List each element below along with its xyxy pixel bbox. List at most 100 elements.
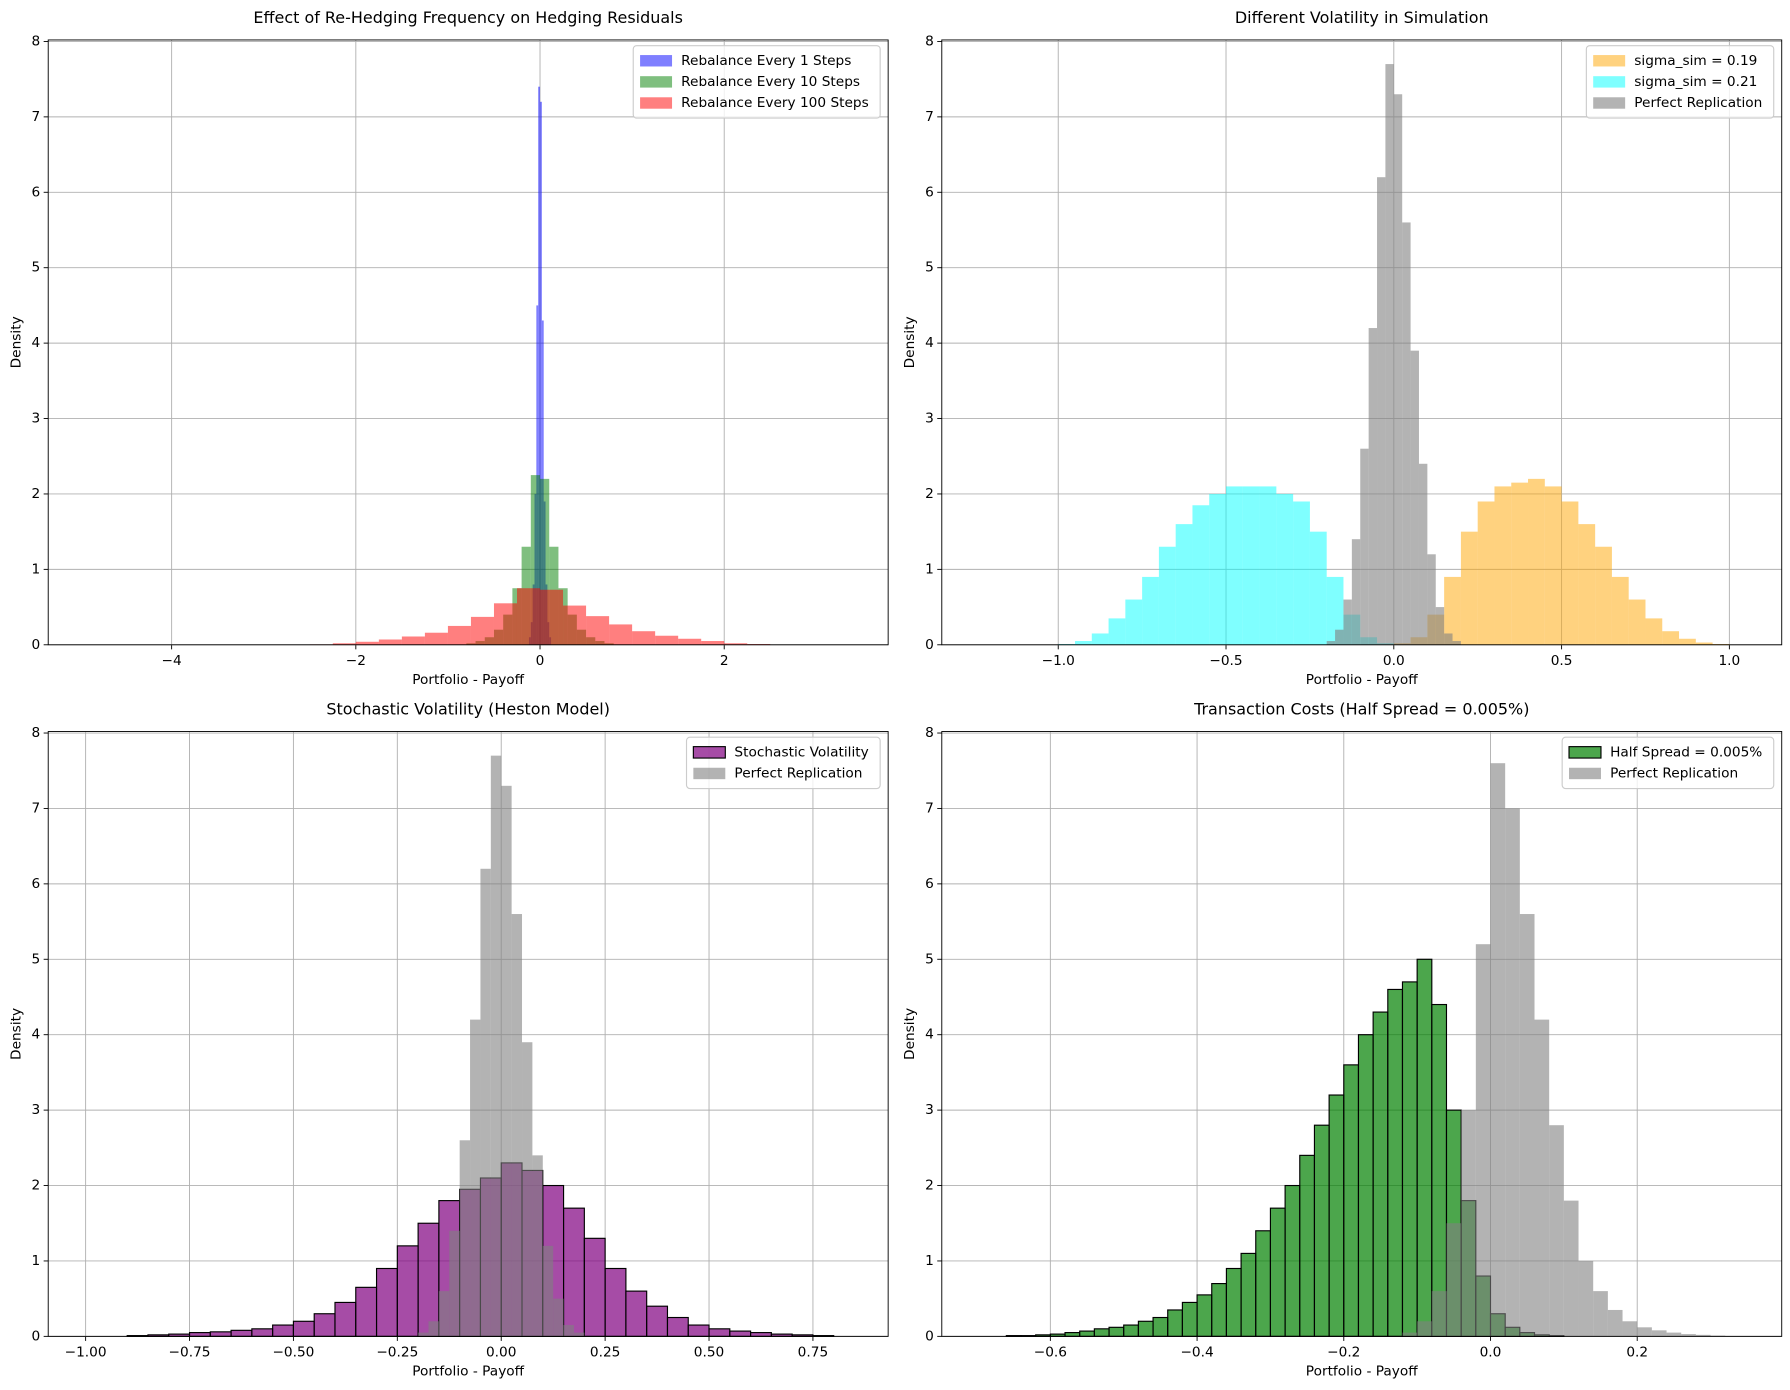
y-tick-label: 3 [32,411,41,427]
y-tick-label: 5 [925,260,934,276]
subplot: −0.6 −0.4 −0.2 0.0 0.2 0 1 2 3 4 5 6 7 8 Transaction C… [902,699,1783,1380]
bar [1360,448,1369,645]
bar [511,914,523,1337]
bar [1490,763,1506,1337]
legend-box [685,736,881,790]
bar [724,643,748,645]
bar [1326,576,1344,645]
y-tick-label: 8 [32,33,41,49]
bar [1064,1332,1081,1337]
bar [313,1313,336,1337]
bar [1460,531,1478,645]
bar [1695,1334,1711,1337]
subplot: −4 −2 0 2 0 1 2 3 4 5 6 7 8 Effect of Re-Hedging Freq… [8,8,889,688]
bar [655,635,679,645]
bar [1284,1184,1301,1337]
bar [542,1245,554,1337]
x-tick-label: −0.5 [1209,653,1242,669]
y-tick-label: 0 [32,637,41,653]
bar [1192,505,1210,645]
bar [1431,1003,1448,1337]
x-tick-label: −0.50 [272,1344,314,1360]
bar [1123,1324,1139,1337]
y-tick-label: 1 [32,561,41,577]
bar [1534,1019,1550,1337]
y-tick-label: 3 [32,1102,41,1118]
bar [1494,486,1512,645]
bar [1108,1326,1125,1337]
y-tick-label: 7 [925,109,934,125]
bar [1167,1309,1183,1337]
legend-box [1561,736,1775,790]
bar [1544,486,1562,645]
y-tick-label: 4 [925,1027,934,1043]
bar [1679,638,1696,645]
bar [1385,64,1394,645]
x-tick-label: 1.0 [1718,653,1740,669]
y-tick-label: 6 [32,184,41,200]
chart-title: Transaction Costs (Half Spread = 0.005%) [1193,699,1529,718]
x-tick-label: −4 [162,653,182,669]
bar [586,616,610,645]
bar [1226,486,1243,645]
y-tick-label: 4 [32,1027,41,1043]
bar [428,1321,439,1337]
x-tick-label: −0.75 [169,1344,211,1360]
bar [750,1332,772,1337]
y-tick-label: 0 [32,1328,41,1344]
x-axis-label: Portfolio - Payoff [412,672,524,688]
bar [701,641,725,645]
x-axis-label: Portfolio - Payoff [1306,672,1418,688]
bar [1377,177,1386,645]
x-tick-label: 0.00 [486,1344,516,1360]
y-tick-label: 6 [32,876,41,892]
bar [1299,1154,1316,1337]
x-tick-label: −2 [346,653,366,669]
x-tick-label: 0.0 [1383,653,1405,669]
legend: Rebalance Every 1 Steps Rebalance Every 1… [632,45,881,119]
bar [272,1324,294,1337]
bar [1255,1230,1271,1337]
bar [583,1237,606,1337]
y-tick-label: 3 [925,411,934,427]
bar [1075,641,1092,645]
bar [1240,1252,1257,1337]
legend-label: Half Spread = 0.005% [1610,744,1762,760]
bar [1093,1328,1110,1337]
legend: Stochastic Volatility Perfect Replication [685,736,881,790]
bar [424,632,448,645]
legend-swatch [1569,767,1601,780]
bar [532,1155,543,1337]
bar [666,1316,689,1337]
y-tick-label: 2 [32,1178,41,1194]
bar [1681,1334,1696,1337]
bar [1209,493,1227,645]
bar [1622,1321,1638,1337]
bar [1328,1094,1345,1337]
bar [493,603,517,645]
bar [1225,1267,1242,1337]
y-tick-label: 0 [925,1328,934,1344]
x-tick-label: 0.50 [694,1344,724,1360]
y-axis-label: Density [8,316,24,368]
bar [562,1207,585,1337]
y-tick-label: 5 [32,260,41,276]
bar [1351,539,1361,645]
bar [470,616,494,645]
bar [646,1305,669,1337]
bar [230,1329,253,1337]
legend-label: Rebalance Every 1 Steps [681,53,851,69]
y-tick-label: 8 [32,725,41,741]
bar [1269,1207,1286,1337]
bar [516,588,541,645]
legend-label: Rebalance Every 100 Steps [681,95,869,111]
bar [1196,1294,1213,1337]
y-tick-label: 4 [925,335,934,351]
bar [1549,1125,1564,1337]
bar [1528,478,1545,645]
bar [1402,222,1411,645]
x-tick-label: 2 [720,653,729,669]
bar [1343,599,1352,645]
bar [729,1330,752,1337]
legend-label: Perfect Replication [734,765,862,781]
